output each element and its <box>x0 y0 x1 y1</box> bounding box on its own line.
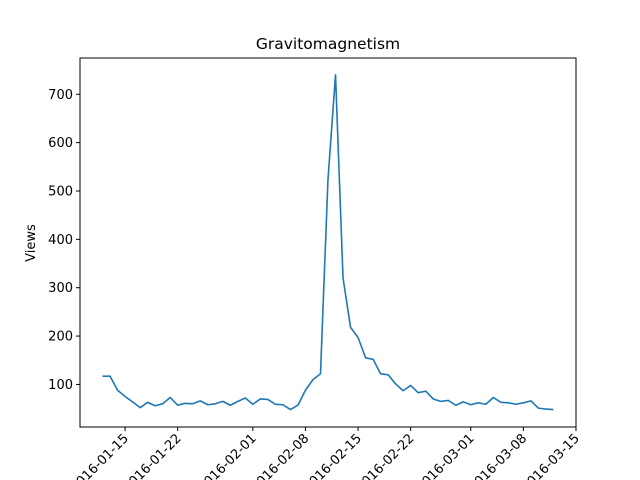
data-line <box>102 74 554 411</box>
y-tick-label: 200 <box>48 330 73 345</box>
y-tick-label: 300 <box>48 281 73 296</box>
y-tick-label: 100 <box>48 378 73 393</box>
y-tick-label: 700 <box>48 88 73 103</box>
y-tick-label: 600 <box>48 136 73 151</box>
plot-frame <box>79 57 577 428</box>
y-tick-label: 500 <box>48 184 73 199</box>
chart-title: Gravitomagnetism <box>256 35 400 53</box>
y-axis-label: Views <box>24 224 39 262</box>
y-tick-label: 400 <box>48 233 73 248</box>
